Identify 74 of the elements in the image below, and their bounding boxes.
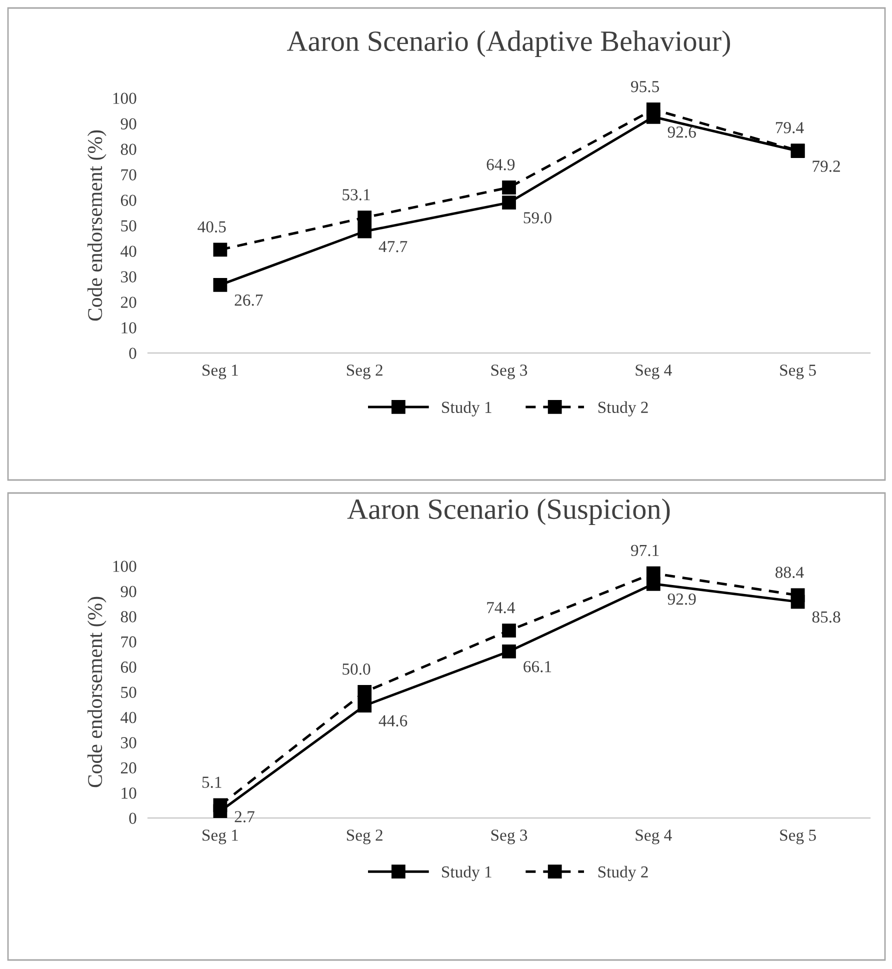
y-tick-label: 50 bbox=[121, 220, 136, 232]
data-label: 26.7 bbox=[234, 294, 263, 306]
y-tick-label: 30 bbox=[121, 737, 136, 748]
y-tick-label: 100 bbox=[113, 92, 136, 104]
x-tick-label: Seg 2 bbox=[346, 364, 382, 380]
point bbox=[502, 624, 516, 638]
point bbox=[502, 180, 516, 194]
data-label: 92.9 bbox=[668, 594, 696, 605]
y-tick-label: 20 bbox=[120, 762, 136, 774]
point bbox=[358, 685, 372, 699]
data-label: 64.9 bbox=[486, 159, 515, 170]
y-tick-label: 40 bbox=[120, 246, 136, 257]
x-tick-label: Seg 3 bbox=[491, 830, 528, 844]
y-tick-label: 70 bbox=[121, 169, 136, 180]
data-label: 88.4 bbox=[776, 566, 804, 578]
y-tick-label: 80 bbox=[120, 611, 136, 622]
y-tick-label: 70 bbox=[121, 636, 136, 648]
x-tick-label: Seg 1 bbox=[202, 830, 238, 844]
point bbox=[358, 210, 372, 225]
x-tick-label: Seg 1 bbox=[202, 364, 238, 380]
y-tick-label: 40 bbox=[120, 712, 136, 724]
y-tick-label: 80 bbox=[120, 144, 136, 155]
point bbox=[213, 804, 228, 818]
x-tick-label: Seg 2 bbox=[346, 830, 382, 844]
data-label: 5.1 bbox=[202, 776, 222, 788]
data-label: 74.4 bbox=[487, 602, 515, 614]
y-tick-label: 30 bbox=[121, 271, 136, 282]
legend-label: Study 2 bbox=[598, 866, 648, 882]
point bbox=[646, 110, 660, 124]
data-label: 2.7 bbox=[234, 811, 254, 822]
x-tick-label: Seg 3 bbox=[491, 364, 528, 380]
legend-label: Study 1 bbox=[442, 866, 492, 882]
y-tick-label: 60 bbox=[120, 662, 136, 673]
data-label: 47.7 bbox=[378, 241, 408, 252]
y-tick-label: 10 bbox=[122, 788, 136, 799]
data-label: 66.1 bbox=[524, 661, 552, 672]
y-axis-title: Code endorsement (%) bbox=[87, 596, 106, 788]
data-label: 44.6 bbox=[378, 715, 408, 727]
data-label: 59.0 bbox=[524, 212, 552, 224]
point bbox=[358, 224, 372, 238]
chart-title: Aaron Scenario (Suspicion) bbox=[347, 498, 670, 525]
data-label: 50.0 bbox=[342, 663, 370, 675]
data-label: 95.5 bbox=[631, 81, 659, 92]
point bbox=[502, 644, 516, 658]
x-tick-label: Seg 5 bbox=[780, 830, 816, 844]
point bbox=[646, 576, 660, 591]
legend-label: Study 2 bbox=[598, 401, 648, 416]
legend-label: Study 1 bbox=[442, 401, 492, 416]
y-tick-label: 20 bbox=[120, 296, 136, 308]
data-label: 97.1 bbox=[631, 544, 659, 556]
data-label: 85.8 bbox=[812, 611, 840, 623]
y-tick-label: 0 bbox=[129, 812, 136, 824]
x-tick-label: Seg 4 bbox=[636, 830, 672, 844]
point bbox=[213, 242, 228, 257]
y-tick-label: 50 bbox=[121, 686, 136, 698]
data-label: 40.5 bbox=[198, 221, 226, 233]
point bbox=[790, 594, 805, 609]
x-tick-label: Seg 5 bbox=[780, 364, 816, 380]
data-label: 53.1 bbox=[342, 189, 370, 200]
data-label: 79.4 bbox=[776, 122, 804, 134]
data-label: 92.6 bbox=[668, 126, 696, 138]
y-tick-label: 60 bbox=[120, 194, 136, 206]
chart-title: Aaron Scenario (Adaptive Behaviour) bbox=[286, 30, 730, 57]
y-axis-title: Code endorsement (%) bbox=[87, 130, 106, 321]
y-tick-label: 10 bbox=[122, 322, 136, 334]
y-tick-label: 90 bbox=[120, 586, 136, 598]
point bbox=[502, 196, 516, 210]
y-tick-label: 90 bbox=[120, 118, 136, 130]
y-tick-label: 100 bbox=[113, 560, 136, 572]
data-label: 79.2 bbox=[812, 160, 840, 172]
x-tick-label: Seg 4 bbox=[636, 364, 672, 380]
point bbox=[213, 278, 228, 292]
y-tick-label: 0 bbox=[129, 348, 136, 359]
point bbox=[358, 698, 372, 713]
